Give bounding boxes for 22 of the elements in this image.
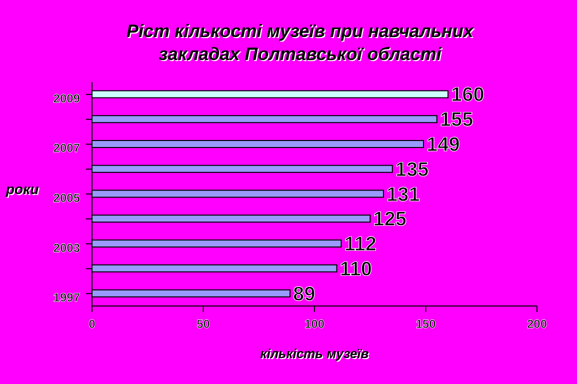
y-tick-label: 1997 — [53, 290, 80, 305]
data-label: 160 — [451, 84, 484, 106]
data-label: 131 — [386, 184, 420, 206]
x-tick-label: 50 — [196, 317, 210, 331]
x-tick-label: 150 — [416, 317, 436, 331]
data-label: 89 — [293, 283, 316, 306]
y-tick-label: 2005 — [53, 191, 80, 205]
data-label: 110 — [340, 258, 372, 280]
y-tick-label: 2009 — [53, 91, 80, 106]
y-axis-title: роки — [6, 181, 39, 197]
y-tick-label: 2007 — [53, 141, 80, 156]
data-label: 155 — [440, 109, 474, 132]
x-tick-label: 0 — [88, 317, 96, 331]
data-label: 112 — [344, 234, 376, 256]
chart-title: Ріст кількості музеїв при навчальних закладах Полтавської області — [126, 20, 475, 66]
x-tick-label: 200 — [526, 317, 548, 331]
data-label: 135 — [395, 158, 429, 181]
data-label: 149 — [426, 134, 460, 156]
x-axis-title: кількість музеїв — [259, 346, 370, 361]
x-tick-label: 100 — [304, 317, 325, 331]
data-label: 125 — [373, 208, 406, 231]
y-tick-label: 2003 — [53, 240, 80, 255]
